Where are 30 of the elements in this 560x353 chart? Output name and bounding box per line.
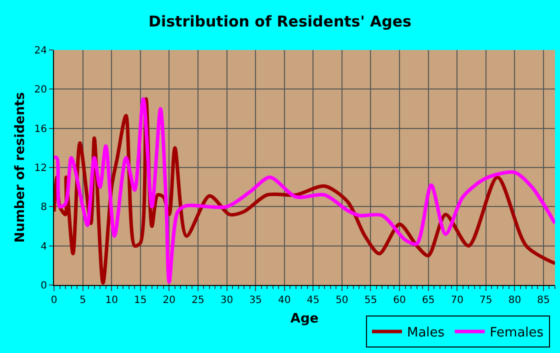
x-tick-label: 85 <box>537 295 550 306</box>
x-tick-label: 70 <box>450 295 464 306</box>
x-tick-label: 30 <box>220 295 234 306</box>
chart-title: Distribution of Residents' Ages <box>148 12 412 30</box>
y-tick-label: 20 <box>34 84 47 96</box>
x-tick-label: 60 <box>393 295 406 306</box>
x-tick-label: 55 <box>364 295 378 306</box>
x-axis-title: Age <box>290 312 319 327</box>
x-tick-label: 45 <box>306 295 320 306</box>
y-axis-title: Number of residents <box>13 92 28 243</box>
x-tick-label: 5 <box>80 295 86 306</box>
legend-label: Females <box>490 326 544 341</box>
x-tick-label: 0 <box>50 295 58 306</box>
x-tick-label: 10 <box>105 295 118 306</box>
legend-label: Males <box>406 326 445 341</box>
x-tick-label: 65 <box>422 295 435 306</box>
y-tick-label: 12 <box>34 163 47 174</box>
x-tick-label: 50 <box>336 295 348 306</box>
x-tick-label: 75 <box>480 295 492 306</box>
x-tick-label: 15 <box>134 295 147 306</box>
x-tick-label: 35 <box>249 295 262 306</box>
y-tick-label: 4 <box>40 241 47 252</box>
y-tick-label: 16 <box>34 124 47 135</box>
x-tick-label: 20 <box>162 295 176 306</box>
x-tick-label: 80 <box>508 295 522 306</box>
x-tick-label: 40 <box>278 295 291 306</box>
x-tick-label: 25 <box>192 295 204 306</box>
y-tick-label: 0 <box>40 280 47 292</box>
y-tick-label: 24 <box>34 46 47 56</box>
y-tick-label: 8 <box>40 202 47 214</box>
